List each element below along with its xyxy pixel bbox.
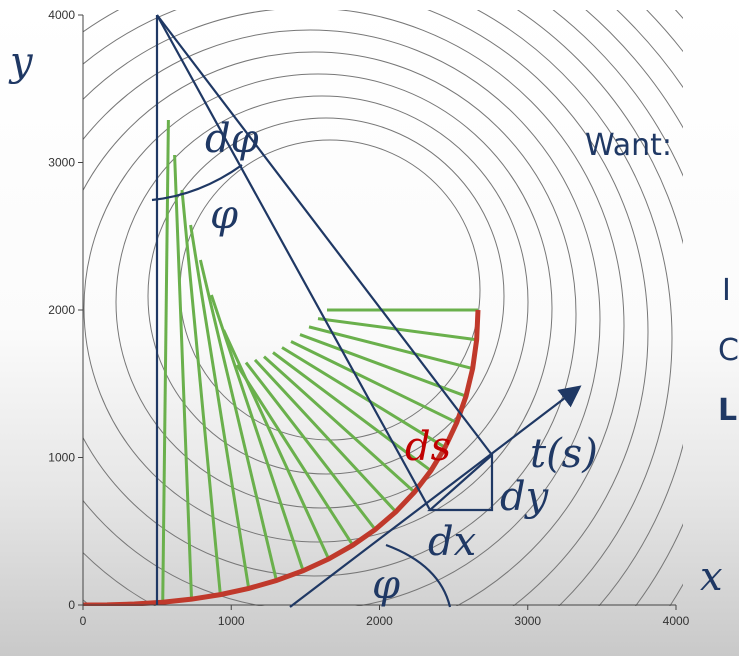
green-line xyxy=(272,351,432,472)
green-line xyxy=(173,154,194,600)
green-line xyxy=(244,361,377,531)
red-curve xyxy=(83,309,481,606)
ray xyxy=(156,14,493,456)
y-tick-label: 0 xyxy=(68,598,75,612)
slide-text: Want: xyxy=(585,128,672,163)
slide-text: C xyxy=(718,333,739,368)
green-line xyxy=(290,340,458,424)
angle-arc xyxy=(385,543,452,608)
x-tick-label: 2000 xyxy=(366,614,393,628)
green-line xyxy=(262,355,416,494)
green-line xyxy=(180,189,222,595)
circle xyxy=(83,29,601,606)
green-line xyxy=(161,119,170,603)
green-line xyxy=(308,325,474,370)
x-label: x xyxy=(700,554,723,600)
label: dx xyxy=(428,519,476,565)
label: t(s) xyxy=(530,431,598,477)
label: dφ xyxy=(205,116,259,162)
green-line xyxy=(235,364,355,547)
circle xyxy=(147,117,505,475)
circle xyxy=(83,51,577,577)
green-line xyxy=(189,224,251,589)
triangle xyxy=(427,452,494,512)
x-tick-label: 3000 xyxy=(514,614,541,628)
angle-arc xyxy=(151,164,243,202)
green-line xyxy=(198,259,278,581)
y-tick-label: 1000 xyxy=(48,451,75,465)
tangent-line xyxy=(289,385,582,608)
circle xyxy=(115,95,529,509)
circle xyxy=(83,10,625,606)
y-tick-label: 3000 xyxy=(48,156,75,170)
circle xyxy=(83,10,673,606)
circle xyxy=(83,73,553,543)
y-tick-label: 2000 xyxy=(48,303,75,317)
slide-text: I xyxy=(722,273,731,308)
green-line xyxy=(281,346,446,449)
green-line xyxy=(222,329,331,560)
construction xyxy=(151,14,582,608)
green-line xyxy=(209,294,305,572)
x-tick-label: 0 xyxy=(80,614,87,628)
y-label: y xyxy=(8,39,34,85)
x-tick-label: 1000 xyxy=(218,614,245,628)
label: dy xyxy=(500,474,550,520)
green-line xyxy=(253,358,397,513)
x-tick-label: 4000 xyxy=(663,614,690,628)
label: φ xyxy=(372,562,400,608)
y-tick-label: 4000 xyxy=(48,8,75,22)
label: φ xyxy=(210,192,238,238)
circle xyxy=(83,10,649,606)
label: ds xyxy=(405,424,451,470)
slide-text: L xyxy=(718,393,737,428)
ray xyxy=(156,14,431,511)
